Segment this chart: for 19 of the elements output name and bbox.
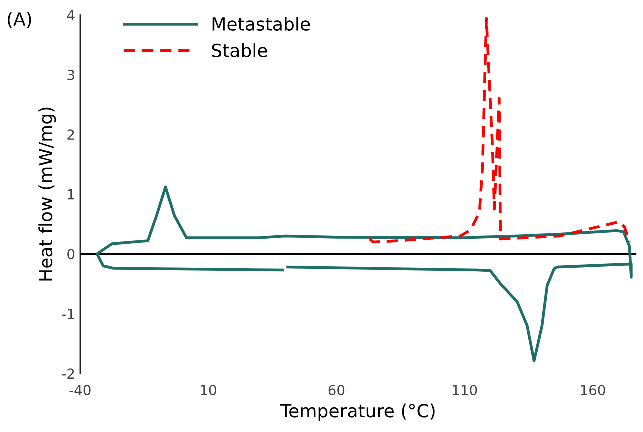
x-tick-label: 110 [453, 385, 478, 396]
x-tick-label: -40 [70, 385, 91, 396]
line-series [368, 17, 632, 244]
text: (A) [8, 12, 32, 28]
line-series [96, 186, 633, 363]
y-axis-title: Heat flow (mW/mg) [38, 108, 56, 281]
x-tick-label: 60 [328, 385, 345, 396]
x-tick-label: 160 [581, 385, 606, 396]
y-tick-label: -2 [62, 368, 74, 379]
y-tick-label: 1 [68, 190, 74, 200]
y-tick-label: -1 [62, 309, 74, 320]
y-tick-label: 3 [68, 70, 74, 80]
x-tick-label: 10 [201, 385, 216, 396]
legend-label: Metastable [212, 17, 310, 32]
y-tick-label: 2 [68, 130, 74, 140]
y-tick-label: 0 [68, 249, 75, 260]
legend-label: Stable [212, 44, 268, 58]
x-axis-title: Temperature (°C) [280, 404, 435, 422]
y-tick-label: 4 [67, 10, 75, 20]
